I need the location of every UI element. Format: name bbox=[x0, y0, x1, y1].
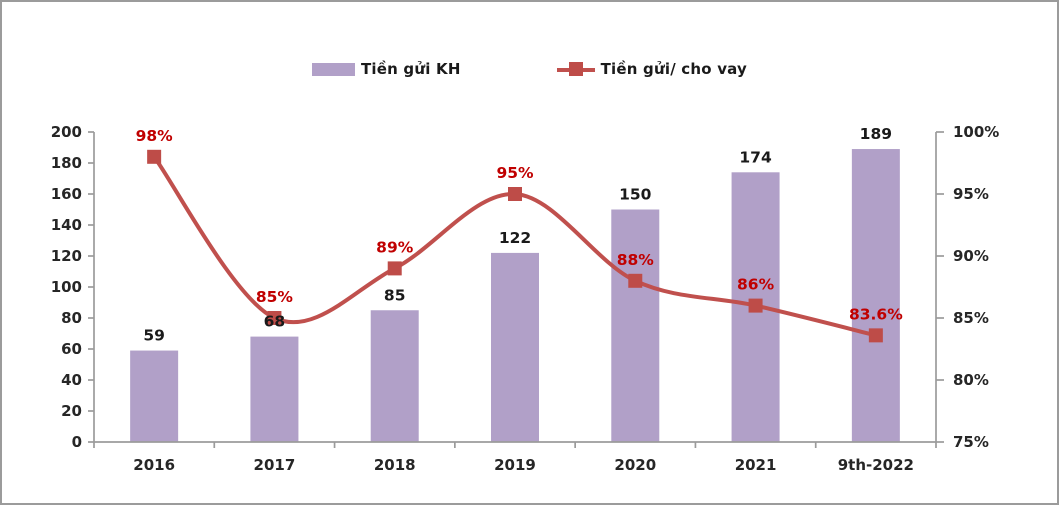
svg-text:180: 180 bbox=[51, 154, 82, 172]
svg-text:2019: 2019 bbox=[494, 456, 536, 474]
bar-2018 bbox=[370, 310, 419, 442]
line-marker-2017 bbox=[267, 311, 282, 325]
svg-text:100: 100 bbox=[51, 278, 82, 296]
line-value-label: 86% bbox=[737, 276, 775, 294]
legend-item-line-series: Tiền gửi/ cho vay bbox=[556, 60, 748, 78]
line-marker-2020 bbox=[628, 273, 643, 288]
svg-text:75%: 75% bbox=[953, 433, 989, 451]
line-marker-2021 bbox=[748, 298, 763, 313]
line-marker-2018 bbox=[387, 261, 402, 276]
line-marker-2019 bbox=[508, 187, 522, 201]
svg-text:9th-2022: 9th-2022 bbox=[838, 456, 914, 474]
line-marker-9th-2022 bbox=[868, 328, 883, 343]
line-marker-2016 bbox=[147, 149, 162, 164]
svg-text:100%: 100% bbox=[953, 123, 999, 141]
bar-series-legend-label: Tiền gửi KH bbox=[360, 60, 461, 78]
svg-text:140: 140 bbox=[51, 216, 82, 234]
bar-2020 bbox=[611, 209, 660, 442]
svg-text:2021: 2021 bbox=[735, 456, 777, 474]
line-value-label: 88% bbox=[617, 251, 655, 269]
line-series-swatch-icon bbox=[556, 62, 595, 76]
svg-text:2020: 2020 bbox=[614, 456, 656, 474]
line-series-legend-label: Tiền gửi/ cho vay bbox=[600, 60, 748, 78]
chart-legend: Tiền gửi KH Tiền gửi/ cho vay bbox=[2, 60, 1057, 78]
bar-2016 bbox=[130, 350, 179, 442]
legend-item-bar-series: Tiền gửi KH bbox=[311, 60, 461, 78]
bar-value-label: 189 bbox=[860, 125, 892, 143]
svg-text:90%: 90% bbox=[953, 247, 989, 265]
svg-text:95%: 95% bbox=[953, 185, 989, 203]
svg-text:200: 200 bbox=[51, 123, 82, 141]
bar-value-label: 68 bbox=[264, 313, 286, 331]
svg-text:2018: 2018 bbox=[374, 456, 416, 474]
bar-value-label: 150 bbox=[619, 186, 652, 204]
bar-value-label: 85 bbox=[384, 286, 406, 304]
svg-text:80: 80 bbox=[61, 309, 82, 327]
svg-text:60: 60 bbox=[61, 340, 82, 358]
bar-value-label: 59 bbox=[143, 327, 165, 345]
svg-text:40: 40 bbox=[61, 371, 82, 389]
square-marker-icon bbox=[568, 62, 583, 76]
svg-text:80%: 80% bbox=[953, 371, 989, 389]
line-value-label: 85% bbox=[256, 288, 294, 306]
svg-text:120: 120 bbox=[51, 247, 82, 265]
svg-text:0: 0 bbox=[72, 433, 82, 451]
svg-text:20: 20 bbox=[61, 402, 82, 420]
svg-text:2017: 2017 bbox=[254, 456, 296, 474]
bar-value-label: 122 bbox=[499, 229, 531, 247]
line-value-label: 95% bbox=[496, 164, 534, 182]
bar-9th-2022 bbox=[851, 149, 900, 443]
line-value-label: 89% bbox=[376, 238, 414, 256]
bar-2017 bbox=[250, 336, 299, 442]
bar-value-label: 174 bbox=[739, 148, 772, 166]
svg-text:2016: 2016 bbox=[133, 456, 175, 474]
line-value-label: 83.6% bbox=[849, 305, 903, 323]
line-value-label: 98% bbox=[136, 127, 174, 145]
svg-text:85%: 85% bbox=[953, 309, 989, 327]
bar-2019 bbox=[491, 252, 539, 442]
svg-text:160: 160 bbox=[51, 185, 82, 203]
bar-series-swatch-icon bbox=[311, 62, 355, 76]
